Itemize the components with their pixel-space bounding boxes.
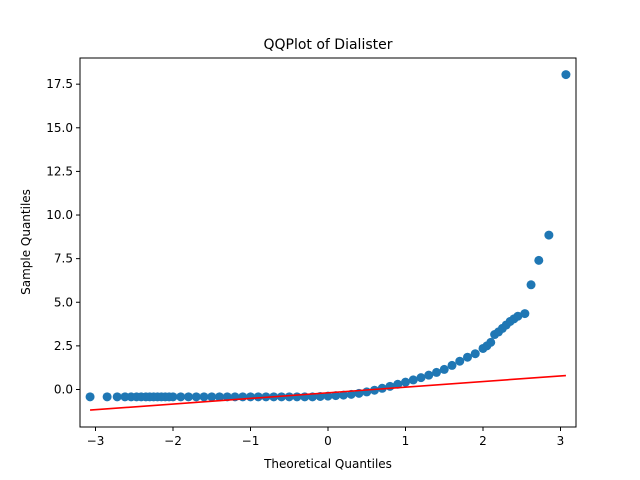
scatter-point [339, 390, 348, 400]
scatter-point [284, 392, 294, 402]
scatter-point [176, 392, 186, 402]
scatter-point [207, 392, 217, 402]
scatter-point [331, 391, 341, 401]
scatter-point [401, 377, 410, 387]
y-tick-label: 5.0 [54, 295, 73, 309]
scatter-point [455, 356, 465, 366]
x-tick-label: −3 [87, 434, 105, 448]
y-axis-label: Sample Quantiles [19, 189, 33, 295]
fit-line-layer [90, 374, 566, 411]
scatter-point [215, 392, 224, 402]
scatter-point [393, 379, 403, 389]
scatter-point [292, 392, 302, 402]
chart-title: QQPlot of Dialister [263, 37, 392, 53]
plot-area [85, 70, 571, 411]
scatter-point [544, 230, 554, 240]
scatter-point [184, 392, 193, 402]
scatter-point [362, 387, 372, 397]
x-tick-label: 0 [324, 434, 332, 448]
x-tick-label: −1 [242, 434, 260, 448]
scatter-point [323, 391, 333, 401]
scatter-point [346, 389, 356, 399]
x-tick-label: −2 [164, 434, 182, 448]
x-tick-label: 3 [557, 434, 565, 448]
y-axis-ticks: 0.0 2.5 5.0 7.5 10.0 12.5 15.0 17.5 [46, 77, 80, 396]
scatter-point [534, 255, 544, 265]
scatter-point [120, 392, 130, 402]
scatter-point [561, 70, 571, 80]
x-axis-label: Theoretical Quantiles [263, 457, 392, 471]
scatter-point [486, 337, 496, 347]
scatter-point [246, 392, 255, 402]
scatter-point [513, 311, 523, 321]
scatter-point [424, 370, 434, 380]
x-tick-label: 1 [402, 434, 410, 448]
fit-line [90, 374, 566, 411]
scatter-point [168, 392, 178, 402]
scatter-point [222, 392, 232, 402]
y-tick-label: 12.5 [46, 164, 73, 178]
scatter-point [447, 360, 457, 370]
y-tick-label: 2.5 [54, 339, 73, 353]
scatter-point [112, 392, 122, 402]
scatter-point [191, 392, 201, 402]
scatter-point [102, 392, 112, 402]
x-tick-label: 2 [479, 434, 487, 448]
scatter-point [432, 367, 441, 377]
y-tick-label: 15.0 [46, 121, 73, 135]
scatter-point [408, 375, 418, 385]
y-tick-label: 7.5 [54, 252, 73, 266]
scatter-point [85, 392, 95, 402]
scatter-point [385, 381, 395, 391]
y-tick-label: 17.5 [46, 77, 73, 91]
scatter-point [416, 373, 426, 383]
x-axis-ticks: −3 −2 −1 0 1 2 3 [87, 427, 565, 448]
scatter-point [253, 392, 263, 402]
scatter-point [520, 309, 530, 319]
scatter-point [526, 280, 536, 290]
scatter-point [470, 349, 480, 359]
scatter-point [199, 392, 209, 402]
scatter-point [439, 364, 449, 374]
y-tick-label: 0.0 [54, 382, 73, 396]
y-tick-label: 10.0 [46, 208, 73, 222]
scatter-point [463, 352, 472, 362]
